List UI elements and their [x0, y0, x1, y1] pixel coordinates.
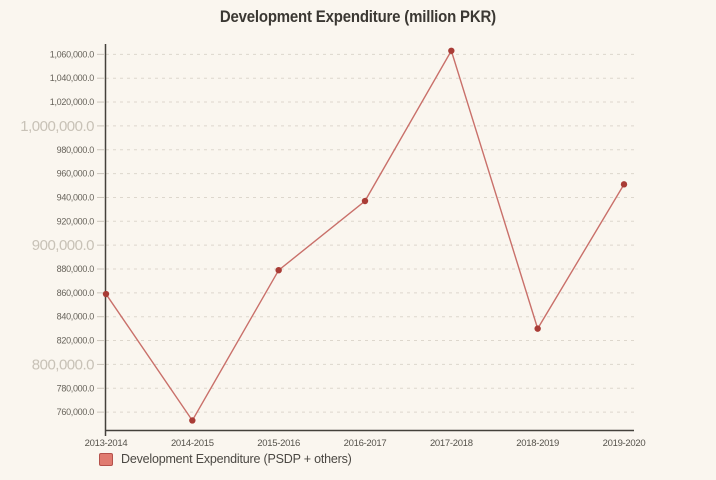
chart-title: Development Expenditure (million PKR)	[0, 7, 716, 27]
y-axis-tick-label: 900,000.0	[32, 237, 94, 254]
data-point	[102, 290, 110, 298]
y-axis-tick-label: 1,000,000.0	[20, 118, 94, 135]
y-axis-tick-label: 920,000.0	[57, 216, 95, 226]
x-axis-tick-label: 2014-2015	[171, 438, 214, 449]
data-point	[620, 181, 628, 188]
y-axis-tick-label: 840,000.0	[57, 312, 95, 322]
data-point	[448, 47, 455, 54]
legend-label: Development Expenditure (PSDP + others)	[121, 452, 352, 466]
chart-title-text: Development Expenditure (million PKR)	[219, 7, 497, 26]
y-axis-tick-label: 1,060,000.0	[50, 49, 95, 59]
data-point	[361, 197, 369, 205]
y-axis-tick-label: 780,000.0	[57, 383, 95, 393]
x-axis-tick-label: 2018-2019	[516, 438, 559, 449]
y-axis-tick-label: 1,040,000.0	[50, 73, 95, 83]
legend: Development Expenditure (PSDP + others)	[99, 452, 352, 466]
data-point	[189, 417, 196, 424]
x-axis-tick-label: 2017-2018	[430, 438, 473, 449]
y-axis-tick-label: 940,000.0	[57, 192, 95, 202]
y-axis-tick-label: 860,000.0	[57, 288, 95, 298]
data-point	[534, 325, 541, 332]
y-axis-tick-label: 1,020,000.0	[50, 97, 95, 107]
x-axis-tick-label: 2013-2014	[85, 438, 128, 449]
legend-swatch	[99, 452, 113, 466]
x-axis-tick-label: 2019-2020	[603, 438, 646, 449]
x-axis-tick-label: 2015-2016	[257, 438, 300, 449]
y-axis-tick-label: 760,000.0	[57, 407, 95, 417]
y-axis-tick-label: 960,000.0	[57, 169, 95, 179]
y-axis-tick-label: 980,000.0	[57, 145, 95, 155]
y-axis-tick-label: 820,000.0	[57, 336, 95, 346]
x-axis-tick-label: 2016-2017	[344, 438, 387, 449]
series-line	[105, 49, 625, 422]
data-point	[275, 266, 282, 274]
y-axis-tick-label: 800,000.0	[32, 356, 94, 373]
y-axis-tick-label: 880,000.0	[57, 264, 95, 274]
